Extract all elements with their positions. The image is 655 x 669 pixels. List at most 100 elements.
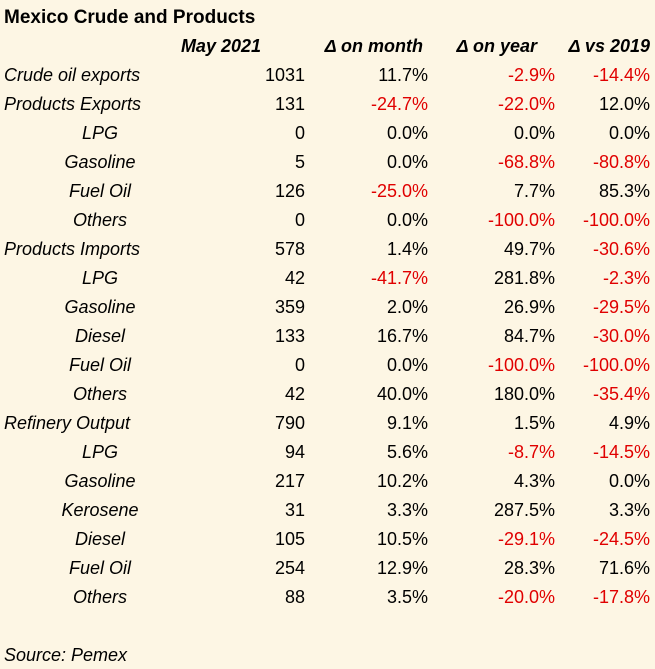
- cell-delta-on-month: -25.0%: [370, 181, 428, 201]
- cell-delta-on-year: 281.8%: [493, 268, 555, 288]
- cell-delta-vs-2019: 85.3%: [598, 181, 650, 201]
- cell-delta-vs-2019: 0.0%: [608, 123, 650, 143]
- row-label: Kerosene: [61, 500, 139, 520]
- cell-delta-on-month: 0.0%: [386, 152, 428, 172]
- table-row: Others 88 3.5% -20.0% -17.8%: [0, 583, 655, 612]
- cell-delta-on-month: 0.0%: [386, 355, 428, 375]
- cell-delta-on-year: 1.5%: [513, 413, 555, 433]
- row-label: Others: [72, 210, 128, 230]
- cell-delta-on-month: 3.5%: [386, 587, 428, 607]
- cell-may-2021: 5: [294, 152, 305, 172]
- cell-delta-on-month: 10.5%: [376, 529, 428, 549]
- cell-delta-vs-2019: -17.8%: [592, 587, 650, 607]
- row-label: Crude oil exports: [4, 65, 141, 85]
- table-row: Kerosene 31 3.3% 287.5% 3.3%: [0, 496, 655, 525]
- source-note: Source: Pemex: [4, 645, 128, 665]
- table-body: Crude oil exports 1031 11.7% -2.9% -14.4% Pro…: [0, 61, 655, 612]
- column-header-may-2021: May 2021: [180, 36, 261, 56]
- cell-delta-vs-2019: 12.0%: [598, 94, 650, 114]
- cell-delta-on-year: 287.5%: [493, 500, 555, 520]
- row-label: Products Exports: [4, 94, 142, 114]
- cell-delta-on-month: 1.4%: [386, 239, 428, 259]
- table-row: Refinery Output 790 9.1% 1.5% 4.9%: [0, 409, 655, 438]
- row-label: Fuel Oil: [68, 355, 131, 375]
- cell-delta-vs-2019: -14.5%: [592, 442, 650, 462]
- cell-may-2021: 31: [284, 500, 305, 520]
- cell-delta-vs-2019: -2.3%: [602, 268, 650, 288]
- table-title: Mexico Crude and Products: [4, 7, 256, 28]
- cell-delta-on-month: 0.0%: [386, 210, 428, 230]
- cell-may-2021: 131: [274, 94, 305, 114]
- cell-delta-on-year: -22.0%: [497, 94, 555, 114]
- cell-may-2021: 94: [284, 442, 305, 462]
- table-row: LPG 42 -41.7% 281.8% -2.3%: [0, 264, 655, 293]
- cell-delta-vs-2019: 3.3%: [608, 500, 650, 520]
- cell-delta-on-month: -24.7%: [370, 94, 428, 114]
- table-row: Diesel 133 16.7% 84.7% -30.0%: [0, 322, 655, 351]
- row-label: Diesel: [74, 529, 126, 549]
- table-row: Fuel Oil 0 0.0% -100.0% -100.0%: [0, 351, 655, 380]
- table-row: LPG 0 0.0% 0.0% 0.0%: [0, 119, 655, 148]
- cell-delta-vs-2019: -24.5%: [592, 529, 650, 549]
- cell-delta-on-month: 9.1%: [386, 413, 428, 433]
- table-row: Gasoline 359 2.0% 26.9% -29.5%: [0, 293, 655, 322]
- row-label: Gasoline: [64, 297, 136, 317]
- cell-delta-vs-2019: -29.5%: [592, 297, 650, 317]
- row-label: LPG: [81, 442, 119, 462]
- cell-may-2021: 105: [274, 529, 305, 549]
- cell-may-2021: 217: [274, 471, 305, 491]
- cell-delta-vs-2019: -35.4%: [592, 384, 650, 404]
- cell-delta-on-year: -68.8%: [497, 152, 555, 172]
- cell-delta-on-month: 16.7%: [376, 326, 428, 346]
- cell-may-2021: 133: [274, 326, 305, 346]
- cell-delta-vs-2019: -30.6%: [592, 239, 650, 259]
- row-label: Others: [72, 587, 128, 607]
- table-row: Crude oil exports 1031 11.7% -2.9% -14.4%: [0, 61, 655, 90]
- cell-may-2021: 88: [284, 587, 305, 607]
- cell-delta-on-year: 26.9%: [503, 297, 555, 317]
- cell-may-2021: 42: [284, 384, 305, 404]
- cell-delta-vs-2019: 71.6%: [598, 558, 650, 578]
- table-row: Products Exports 131 -24.7% -22.0% 12.0%: [0, 90, 655, 119]
- cell-delta-vs-2019: -14.4%: [592, 65, 650, 85]
- cell-delta-on-month: 11.7%: [378, 65, 428, 85]
- cell-delta-on-year: -8.7%: [507, 442, 555, 462]
- table-row: Others 42 40.0% 180.0% -35.4%: [0, 380, 655, 409]
- row-label: Others: [72, 384, 128, 404]
- cell-may-2021: 0: [294, 355, 305, 375]
- cell-delta-on-month: 5.6%: [386, 442, 428, 462]
- cell-delta-vs-2019: -100.0%: [582, 210, 650, 230]
- table-header-row: May 2021 Δ on month Δ on year Δ vs 2019: [0, 32, 655, 61]
- table-row: Products Imports 578 1.4% 49.7% -30.6%: [0, 235, 655, 264]
- cell-delta-on-year: -100.0%: [487, 210, 555, 230]
- cell-may-2021: 790: [274, 413, 305, 433]
- cell-delta-on-month: 40.0%: [376, 384, 428, 404]
- cell-delta-on-month: 2.0%: [386, 297, 428, 317]
- cell-delta-vs-2019: 0.0%: [608, 471, 650, 491]
- row-label: Fuel Oil: [68, 181, 131, 201]
- row-label: Gasoline: [64, 152, 136, 172]
- cell-delta-on-year: -29.1%: [497, 529, 555, 549]
- cell-delta-on-year: 180.0%: [493, 384, 555, 404]
- column-header-delta-on-year: Δ on year: [456, 36, 537, 56]
- cell-delta-on-month: 10.2%: [376, 471, 428, 491]
- cell-may-2021: 578: [274, 239, 305, 259]
- row-label: Fuel Oil: [68, 558, 131, 578]
- row-label: LPG: [81, 268, 119, 288]
- cell-delta-on-year: -20.0%: [497, 587, 555, 607]
- table-row: LPG 94 5.6% -8.7% -14.5%: [0, 438, 655, 467]
- cell-delta-vs-2019: -30.0%: [592, 326, 650, 346]
- table-row: Gasoline 217 10.2% 4.3% 0.0%: [0, 467, 655, 496]
- cell-may-2021: 0: [294, 210, 305, 230]
- cell-may-2021: 42: [284, 268, 305, 288]
- cell-may-2021: 1031: [264, 65, 305, 85]
- cell-delta-on-year: 28.3%: [503, 558, 555, 578]
- cell-delta-on-year: 4.3%: [513, 471, 555, 491]
- cell-delta-on-month: 12.9%: [376, 558, 428, 578]
- cell-delta-on-year: -2.9%: [507, 65, 555, 85]
- table-row: Fuel Oil 254 12.9% 28.3% 71.6%: [0, 554, 655, 583]
- cell-may-2021: 254: [274, 558, 305, 578]
- cell-may-2021: 359: [274, 297, 305, 317]
- table-row: Gasoline 5 0.0% -68.8% -80.8%: [0, 148, 655, 177]
- column-header-delta-vs-2019: Δ vs 2019: [568, 36, 650, 56]
